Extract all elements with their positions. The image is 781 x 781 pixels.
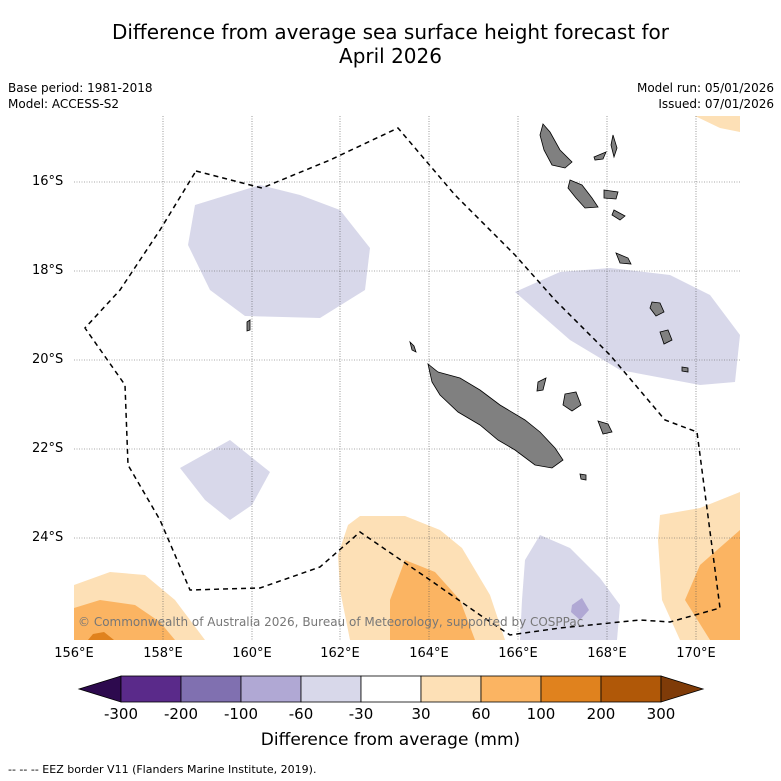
map-title: Difference from average sea surface heig… [0,20,781,68]
island [536,377,547,392]
lon-label: 162°E [320,646,360,661]
colorbar-tick: 60 [471,705,491,723]
colorbar-tick: -100 [223,705,259,723]
colorbar-tick: -300 [103,705,139,723]
colorbar-swatch [540,675,602,703]
anomaly-patch-negative-strong [571,598,589,620]
island [593,151,607,161]
island [603,189,619,200]
island [597,420,613,435]
island [409,340,417,353]
model-run: Model run: 05/01/2026 [636,81,774,95]
island [610,134,618,159]
anomaly-patch-negative [515,268,740,385]
anomaly-patch-positive-max [88,632,114,640]
lat-label: 24°S [32,530,64,545]
island [611,209,626,221]
anomaly-patch-negative [188,185,370,318]
island [562,391,582,412]
issued-date: Issued: 07/01/2026 [658,97,774,111]
colorbar-swatch [420,675,482,703]
gridlines [74,116,740,640]
island [539,123,573,169]
island [659,329,673,345]
colorbar-swatch [480,675,542,703]
colorbar-swatch [180,675,242,703]
colorbar-swatch [120,675,182,703]
anomaly-patch-positive-strong [390,560,475,640]
island [615,252,632,265]
anomaly-field [74,116,740,640]
island [579,473,587,481]
colorbar-extend-low [77,675,122,703]
meta-right: Model run: 05/01/2026 Issued: 07/01/2026 [637,80,774,112]
lat-label: 16°S [32,174,64,189]
lon-label: 160°E [232,646,272,661]
colorbar-tick: 300 [646,705,676,723]
footer-note: -- -- -- EEZ border V11 (Flanders Marine… [8,763,317,776]
lon-label: 168°E [587,646,627,661]
colorbar-extend-high [660,675,705,703]
lon-label: 156°E [54,646,94,661]
lon-label: 164°E [409,646,449,661]
anomaly-patch-positive-strong [74,600,175,640]
lat-label: 22°S [32,441,64,456]
anomaly-patch-negative [180,440,270,520]
island [567,179,599,209]
colorbar-tick: -30 [348,705,374,723]
island [681,366,689,373]
colorbar-tick: 30 [411,705,431,723]
copyright-notice: © Commonwealth of Australia 2026, Bureau… [78,615,584,629]
lat-label: 18°S [32,263,64,278]
title-line-1: Difference from average sea surface heig… [111,20,670,44]
colorbar-tick: -60 [288,705,314,723]
lat-label: 20°S [32,352,64,367]
lon-label: 158°E [143,646,183,661]
colorbar-tick: 100 [526,705,556,723]
model-name: Model: ACCESS-S2 [8,97,120,111]
eez-border [84,127,721,636]
title-line-2: April 2026 [339,44,442,68]
colorbar-title: Difference from average (mm) [260,730,521,750]
lon-label: 170°E [676,646,716,661]
land-masses [246,123,689,481]
colorbar [77,675,705,703]
island [246,319,251,332]
colorbar-swatch [360,675,422,703]
island [649,301,665,317]
colorbar-tick: 200 [586,705,616,723]
colorbar-swatch [600,675,662,703]
anomaly-patch-positive-strong [685,530,740,640]
anomaly-patch-positive [695,116,740,132]
meta-left: Base period: 1981-2018 Model: ACCESS-S2 [8,80,153,112]
colorbar-tick: -200 [163,705,199,723]
colorbar-swatch [240,675,302,703]
colorbar-swatch [300,675,362,703]
new-caledonia-island [427,362,564,469]
lon-label: 166°E [498,646,538,661]
anomaly-patch-negative [520,535,620,640]
base-period: Base period: 1981-2018 [8,81,153,95]
